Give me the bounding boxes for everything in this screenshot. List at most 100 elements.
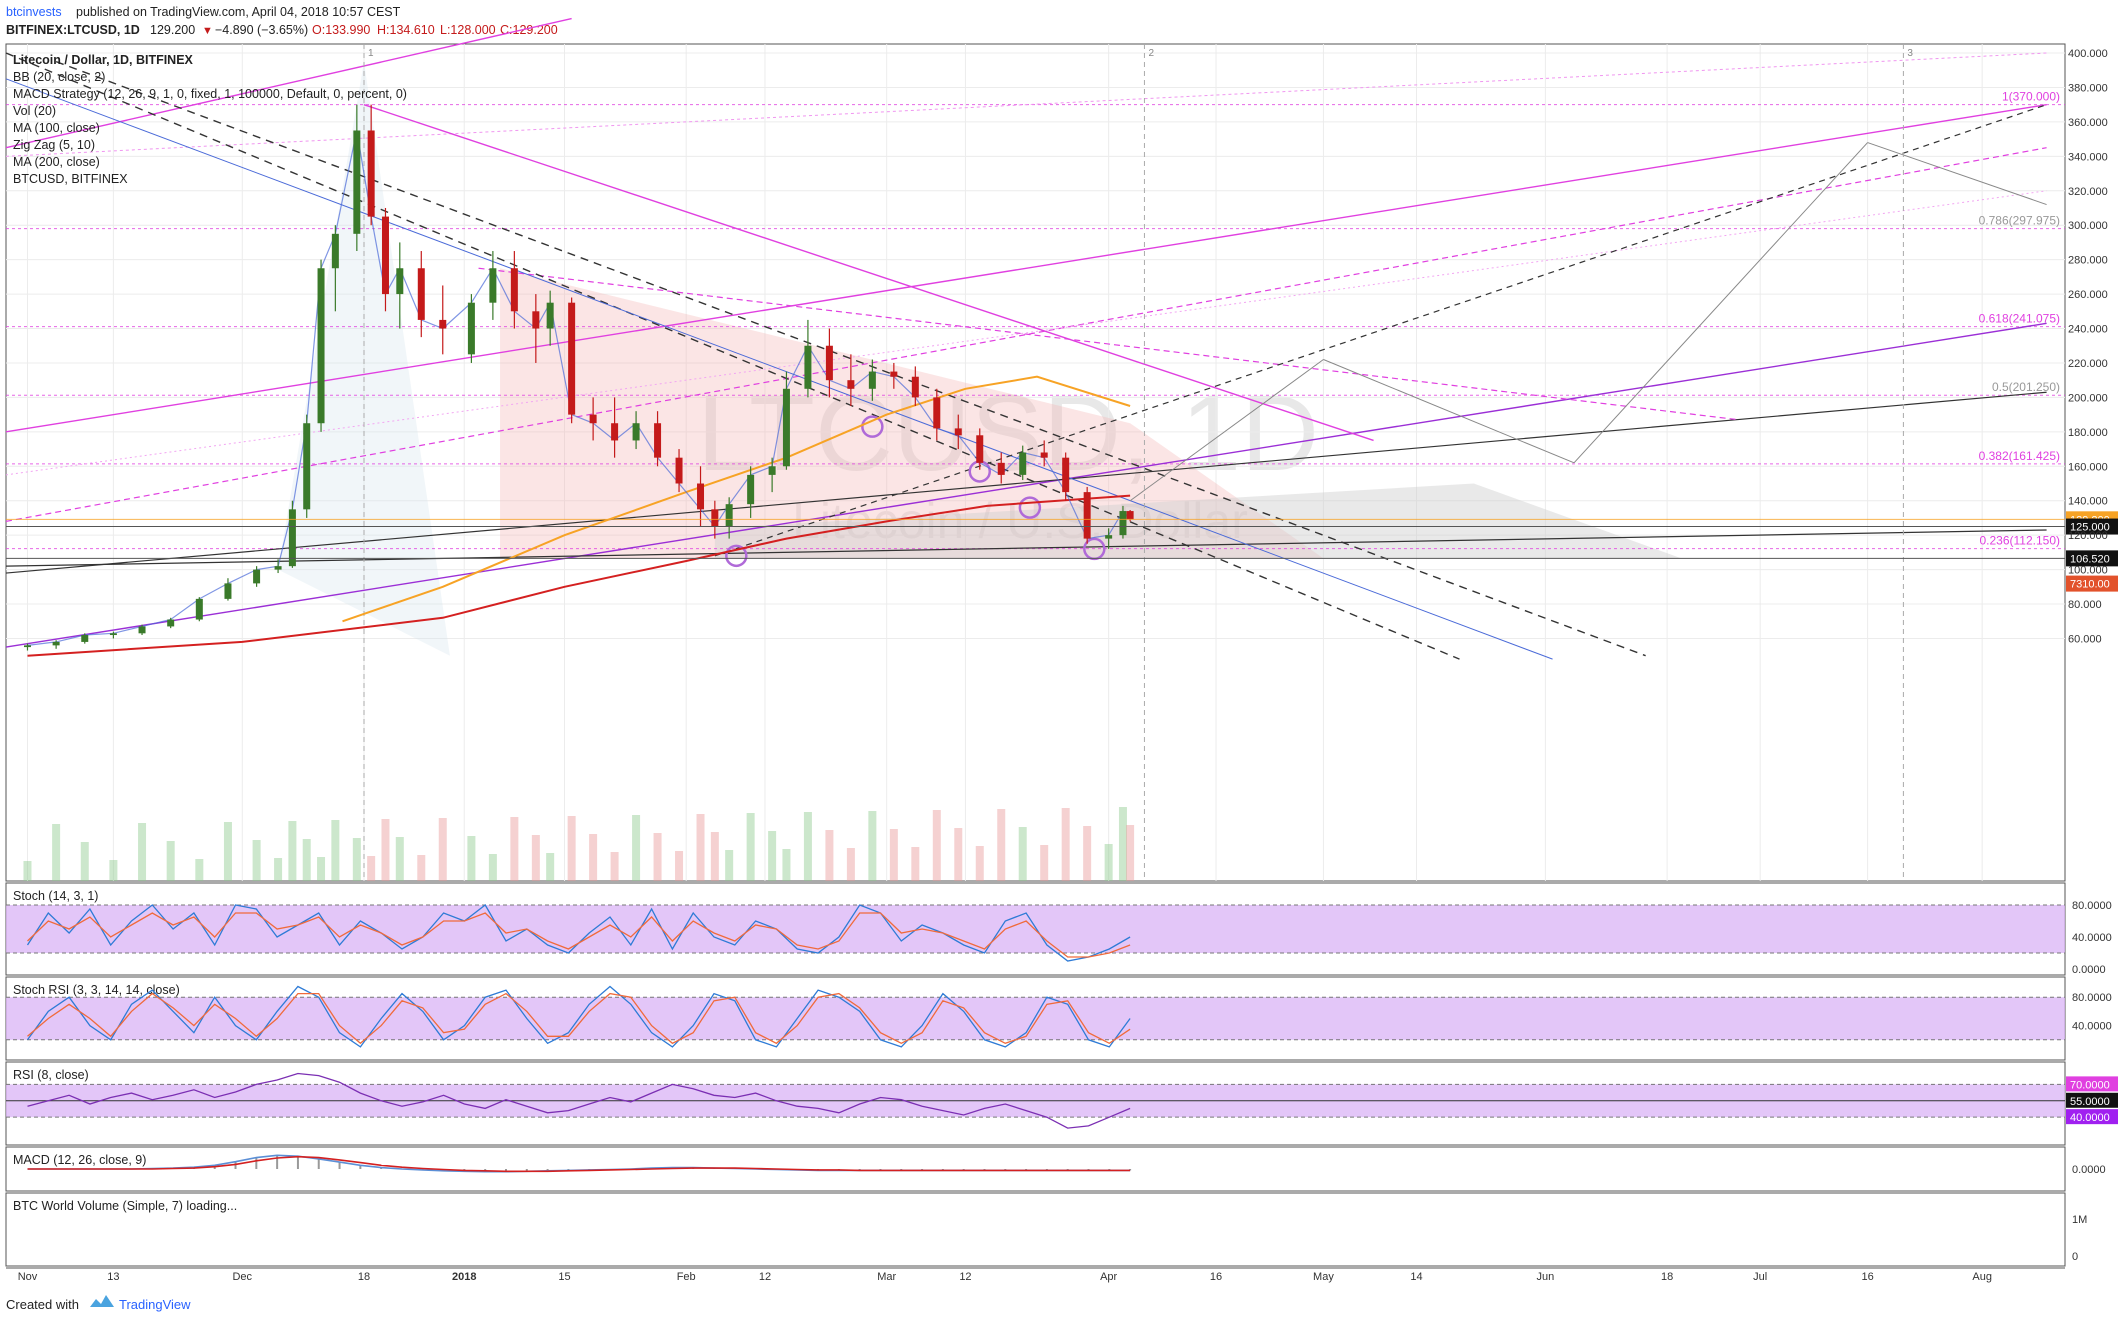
candle-body (1126, 511, 1134, 520)
y-tick-label: 80.0000 (2072, 992, 2112, 1004)
volume-bar (846, 848, 855, 881)
candle-body (303, 423, 311, 510)
trend-line (1323, 359, 1575, 464)
candle-body (568, 302, 576, 415)
main-y-axis[interactable]: 400.000 380.000 360.000 340.000 320.000 300.0… (2068, 48, 2108, 645)
candle-body (489, 268, 497, 303)
y-tick-label: 40.0000 (2072, 1021, 2112, 1033)
header: btcinvests published on TradingView.com,… (6, 5, 558, 37)
y-tick-label: 100.000 (2068, 565, 2108, 577)
candle-body (546, 302, 554, 329)
price-tag-label: 125.000 (2070, 522, 2110, 534)
candle-body (890, 371, 898, 377)
fib-label: 0.618(241.075) (1979, 312, 2060, 326)
legend-item: MA (200, close) (13, 155, 100, 169)
pane-2: RSI (8, close) 70.0000 55.0000 40.0000 (6, 1068, 2118, 1129)
trend-line (714, 104, 2047, 557)
count-marker-label: 1 (368, 48, 374, 59)
candle-body (675, 457, 683, 484)
volume-bar (868, 811, 877, 881)
candle-body (697, 483, 705, 510)
created-with-text: Created with (6, 1297, 79, 1312)
open-price: O:133.990 (312, 23, 370, 37)
author-link[interactable]: btcinvests (6, 5, 62, 19)
x-tick-label: 14 (1410, 1271, 1422, 1283)
time-axis[interactable]: Nov 13 Dec 18 2018 15 Feb 12 Mar 12 Apr 16 May 14 Jun 1… (18, 1271, 1992, 1283)
y-tick-label: 200.000 (2068, 392, 2108, 404)
y-tick-label: 340.000 (2068, 151, 2108, 163)
volume-bar (381, 819, 390, 881)
legend-item: BB (20, close, 2) (13, 70, 105, 84)
indicator-line-0 (26, 985, 1131, 1048)
y-tick-label: 60.000 (2068, 633, 2102, 645)
volume-bar (610, 852, 619, 881)
y-tick-label: 0 (2072, 1251, 2078, 1263)
candle-body (933, 397, 941, 429)
last-price: 129.200 (150, 23, 195, 37)
volume-bar (632, 815, 641, 881)
candle-body (532, 311, 540, 329)
indicator-line-1 (27, 912, 1131, 958)
y-tick-label: 55.0000 (2070, 1096, 2110, 1108)
legend-item: Vol (20) (13, 104, 56, 118)
candle-body (1062, 457, 1070, 493)
rsi-level-tag (2066, 1109, 2118, 1125)
y-tick-label: 70.0000 (2070, 1079, 2110, 1091)
y-tick-label: 40.0000 (2072, 932, 2112, 944)
volume-bar (367, 856, 376, 881)
high-price: H:134.610 (377, 23, 435, 37)
fib-label: 0.236(112.150) (1979, 534, 2060, 548)
volume-bar (975, 846, 984, 881)
volume-bar (1118, 807, 1127, 881)
indicator-band (6, 905, 2065, 953)
x-tick-label: Nov (18, 1271, 38, 1283)
legend-item: Litecoin / Dollar, 1D, BITFINEX (13, 53, 194, 67)
x-tick-label: 18 (358, 1271, 370, 1283)
trend-line (5, 147, 2047, 522)
price-change: −4.890 (−3.65%) (215, 23, 308, 37)
volume-bar (166, 841, 175, 881)
trend-line (5, 52, 2047, 157)
y-tick-label: 1M (2072, 1214, 2087, 1226)
gray-shaded-triangle (714, 483, 1682, 559)
legend-item: MA (100, close) (13, 121, 100, 135)
volume-bar (589, 834, 598, 881)
volume-bar (1126, 825, 1135, 881)
candle-body (868, 371, 876, 389)
volume-bar (223, 822, 232, 881)
volume-bar (932, 810, 941, 881)
legend-item: Zig Zag (5, 10) (13, 138, 95, 152)
candle-body (23, 645, 31, 648)
y-tick-label: 40.0000 (2070, 1112, 2110, 1124)
candle-body (654, 423, 662, 458)
fib-label: 1(370.000) (2002, 90, 2060, 104)
trend-line (5, 391, 2047, 574)
candle-body (224, 583, 232, 599)
trend-line (5, 17, 572, 149)
trend-line (5, 103, 2047, 433)
pattern-circle-marker (1018, 496, 1042, 519)
volume-bar (997, 809, 1006, 881)
watermark: LTCUSD, 1D Litecoin / U.S. Dollar (697, 372, 1319, 549)
volume-bar (1040, 845, 1049, 881)
volume-bar (138, 823, 147, 881)
pane-title: MACD (12, 26, close, 9) (13, 1153, 146, 1167)
volume-bar (782, 849, 791, 881)
tradingview-link[interactable]: TradingView (119, 1297, 191, 1312)
trend-line (5, 190, 2047, 476)
candles (23, 104, 1134, 651)
candle-body (367, 130, 375, 217)
volume-bar (488, 854, 497, 881)
pane-4: BTC World Volume (Simple, 7) loading... 1… (13, 1199, 2087, 1263)
candle-body (725, 504, 733, 527)
volume-bar (546, 853, 555, 881)
drawings: 1 2 3 (5, 17, 2065, 881)
candle-body (167, 619, 175, 627)
candle-body (274, 566, 282, 570)
indicator-band (6, 997, 2065, 1040)
volume-bar (825, 830, 834, 881)
candle-body (396, 268, 404, 295)
volume-bar (725, 850, 734, 881)
candle-body (611, 423, 619, 441)
